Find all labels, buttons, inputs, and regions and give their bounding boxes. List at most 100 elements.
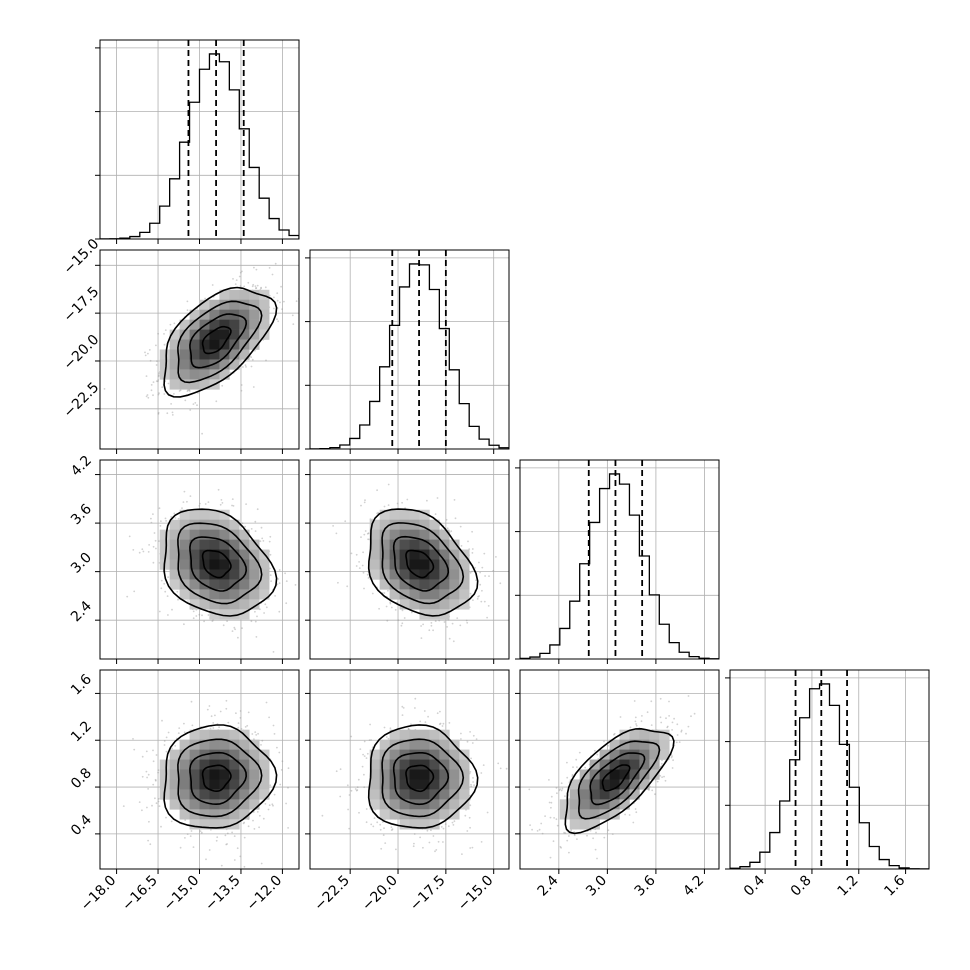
density-cell — [389, 589, 400, 600]
scatter-point — [480, 772, 483, 774]
scatter-point — [348, 794, 351, 796]
density-cell — [199, 819, 210, 830]
density-cell — [209, 749, 220, 760]
density-cell — [169, 539, 180, 550]
density-cell — [189, 339, 200, 350]
scatter-point — [442, 722, 445, 725]
scatter-point — [378, 607, 380, 610]
density-cell — [169, 359, 180, 370]
density-cell — [379, 519, 390, 530]
scatter-point — [269, 784, 272, 787]
scatter-point — [241, 270, 243, 273]
density-cell — [209, 319, 220, 330]
histogram-panel-2 — [515, 459, 720, 664]
density-cell — [199, 359, 210, 370]
density-cell — [259, 569, 270, 580]
scatter-point — [363, 501, 366, 504]
scatter-point — [472, 599, 474, 601]
scatter-point — [179, 389, 182, 392]
scatter-point — [469, 826, 471, 829]
scatter-point — [413, 833, 416, 835]
scatter-point — [387, 504, 390, 506]
scatter-point — [478, 595, 480, 597]
density-cell — [199, 509, 210, 520]
scatter-point — [232, 505, 235, 507]
scatter-point — [397, 619, 400, 622]
scatter-point — [422, 623, 424, 626]
scatter-point — [186, 390, 189, 392]
density-cell — [169, 569, 180, 580]
scatter-point — [480, 600, 483, 603]
density-cell — [169, 339, 180, 350]
density-cell — [399, 569, 410, 580]
scatter-point — [466, 830, 469, 832]
scatter-point — [173, 393, 175, 395]
density-cell — [459, 559, 470, 570]
density-cell — [219, 749, 230, 760]
density-cell — [159, 529, 170, 540]
scatter-panel-0-2: 2.43.03.64.2 — [68, 453, 300, 664]
scatter-point — [255, 287, 257, 290]
scatter-point — [231, 831, 234, 834]
contour-line — [405, 549, 435, 579]
scatter-point — [356, 789, 359, 791]
density-cell — [209, 809, 220, 820]
density-cell — [179, 339, 190, 350]
panel-frame — [519, 459, 720, 660]
scatter-point — [436, 712, 439, 715]
scatter-point — [278, 569, 281, 571]
scatter-point — [133, 748, 136, 751]
scatter-point — [155, 364, 158, 366]
density-cell — [459, 599, 470, 610]
scatter-point — [240, 384, 243, 386]
density-cell — [169, 799, 180, 810]
density-cell — [219, 779, 230, 790]
scatter-point — [174, 517, 177, 519]
density-cell — [179, 749, 190, 760]
density-cell — [399, 589, 410, 600]
scatter-point — [469, 771, 472, 773]
density-cell — [219, 759, 230, 770]
density-cell — [249, 589, 260, 600]
scatter-point — [208, 705, 211, 707]
scatter-point — [158, 540, 160, 542]
scatter-point — [260, 287, 262, 290]
scatter-point — [487, 605, 490, 607]
scatter-point — [166, 412, 169, 415]
scatter-point — [446, 527, 449, 530]
density-cell — [389, 509, 400, 520]
scatter-point — [200, 831, 203, 834]
scatter-point — [439, 710, 441, 713]
scatter-point — [419, 836, 421, 839]
scatter-point — [495, 556, 497, 558]
scatter-point — [261, 537, 264, 540]
contours — [163, 286, 278, 398]
density-cell — [229, 559, 240, 570]
scatter-point — [276, 299, 279, 302]
scatter-point — [159, 525, 162, 527]
density-cell — [229, 809, 240, 820]
scatter-point — [250, 356, 253, 359]
scatter-point — [366, 573, 369, 576]
scatter-point — [253, 738, 255, 741]
scatter-point — [141, 809, 143, 812]
scatter-point — [278, 610, 281, 613]
contour-line — [201, 325, 232, 355]
scatter-point — [279, 783, 282, 786]
scatter-point — [254, 530, 257, 532]
scatter-point — [407, 728, 410, 730]
scatter-point — [471, 530, 473, 533]
density-cell — [159, 539, 170, 550]
scatter-point — [166, 595, 169, 597]
density-cell — [199, 299, 210, 310]
density-cell — [239, 759, 250, 770]
scatter-point — [163, 393, 166, 395]
density-cell — [189, 309, 200, 320]
scatter-point — [254, 349, 256, 352]
density-cell — [209, 789, 220, 800]
density-cell — [159, 359, 170, 370]
density-cell — [259, 299, 270, 310]
scatter-point — [233, 835, 236, 837]
density-cell — [409, 539, 420, 550]
density-cell — [199, 599, 210, 610]
